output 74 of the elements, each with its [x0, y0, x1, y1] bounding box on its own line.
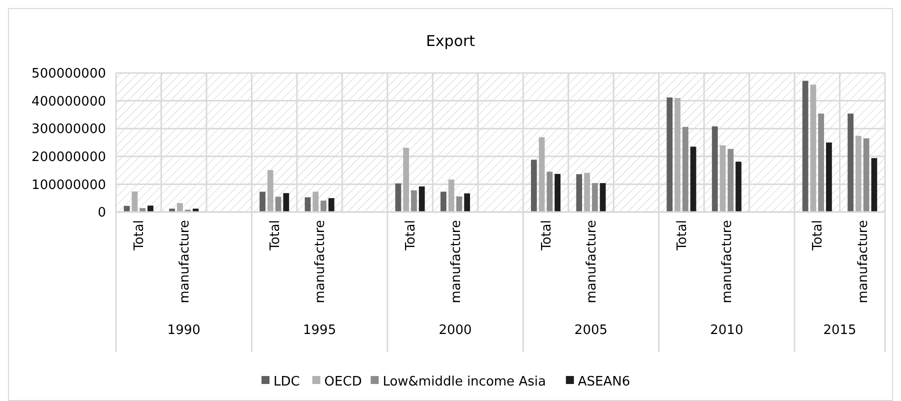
bar: [267, 170, 274, 212]
bar: [848, 114, 854, 212]
x-tick-label: Total: [539, 220, 554, 252]
bar: [403, 148, 410, 212]
text: 1995: [303, 323, 336, 338]
bar: [440, 192, 446, 212]
bar: [328, 198, 334, 212]
chart-title: Export: [426, 32, 476, 50]
bar: [395, 183, 402, 212]
legend-label: OECD: [324, 374, 362, 390]
bar: [554, 174, 560, 212]
bar: [140, 208, 146, 212]
bar: [863, 138, 870, 212]
bar: [826, 142, 832, 212]
text: 2000: [438, 323, 472, 338]
text: 2015: [823, 323, 856, 338]
bar: [169, 208, 175, 212]
bar: [283, 193, 290, 212]
y-tick-label: 300000000: [32, 122, 106, 138]
bar: [148, 206, 154, 212]
y-tick-label: 500000000: [32, 66, 106, 82]
bar: [176, 203, 183, 212]
bar: [320, 200, 326, 212]
bar: [584, 172, 590, 212]
x-tick-label: manufacture: [177, 220, 192, 304]
bar: [690, 146, 696, 212]
x-tick-label: manufacture: [856, 220, 871, 304]
bar: [546, 172, 553, 212]
bar: [802, 80, 808, 212]
bar: [418, 186, 425, 212]
legend-label: ASEAN6: [578, 374, 630, 390]
legend-label: LDC: [274, 374, 300, 390]
y-tick-label: 200000000: [32, 150, 106, 165]
x-tick-label: Total: [810, 220, 826, 252]
x-tick-label: manufacture: [313, 220, 328, 304]
x-tick-label: manufacture: [584, 220, 600, 304]
bar: [856, 136, 862, 212]
bar: [712, 126, 718, 212]
x-tick-label: Total: [404, 220, 419, 252]
bar: [260, 192, 266, 212]
text: 1990: [167, 323, 200, 338]
bar: [736, 162, 742, 212]
bar: [411, 190, 417, 212]
bar: [464, 193, 470, 212]
bar: [576, 174, 582, 212]
x-tick-label: manufacture: [448, 220, 464, 304]
bar: [682, 126, 688, 212]
x-tick-label: Total: [268, 220, 283, 252]
text: 2010: [710, 323, 744, 338]
bar: [456, 196, 462, 212]
bar: [728, 148, 734, 212]
bar: [275, 196, 282, 212]
y-tick-label: 400000000: [32, 94, 106, 110]
bar: [871, 158, 878, 212]
bar: [666, 97, 673, 212]
bar: [530, 160, 537, 212]
bar: [674, 98, 680, 212]
bar: [132, 191, 138, 212]
bar: [720, 145, 726, 212]
bar: [592, 183, 598, 212]
x-tick-label: Total: [132, 220, 148, 252]
bar: [312, 192, 319, 212]
y-tick-label: 0: [98, 206, 106, 221]
text: 2005: [574, 323, 608, 338]
bar: [538, 137, 545, 212]
bar: [600, 183, 606, 212]
legend-label: Low&middle income Asia: [382, 374, 546, 390]
bar: [448, 179, 454, 212]
x-tick-label: manufacture: [720, 220, 736, 304]
bar: [192, 208, 199, 212]
y-tick-label: 100000000: [32, 178, 106, 193]
bar: [818, 114, 824, 212]
bar: [810, 84, 816, 212]
x-tick-label: Total: [674, 220, 690, 252]
